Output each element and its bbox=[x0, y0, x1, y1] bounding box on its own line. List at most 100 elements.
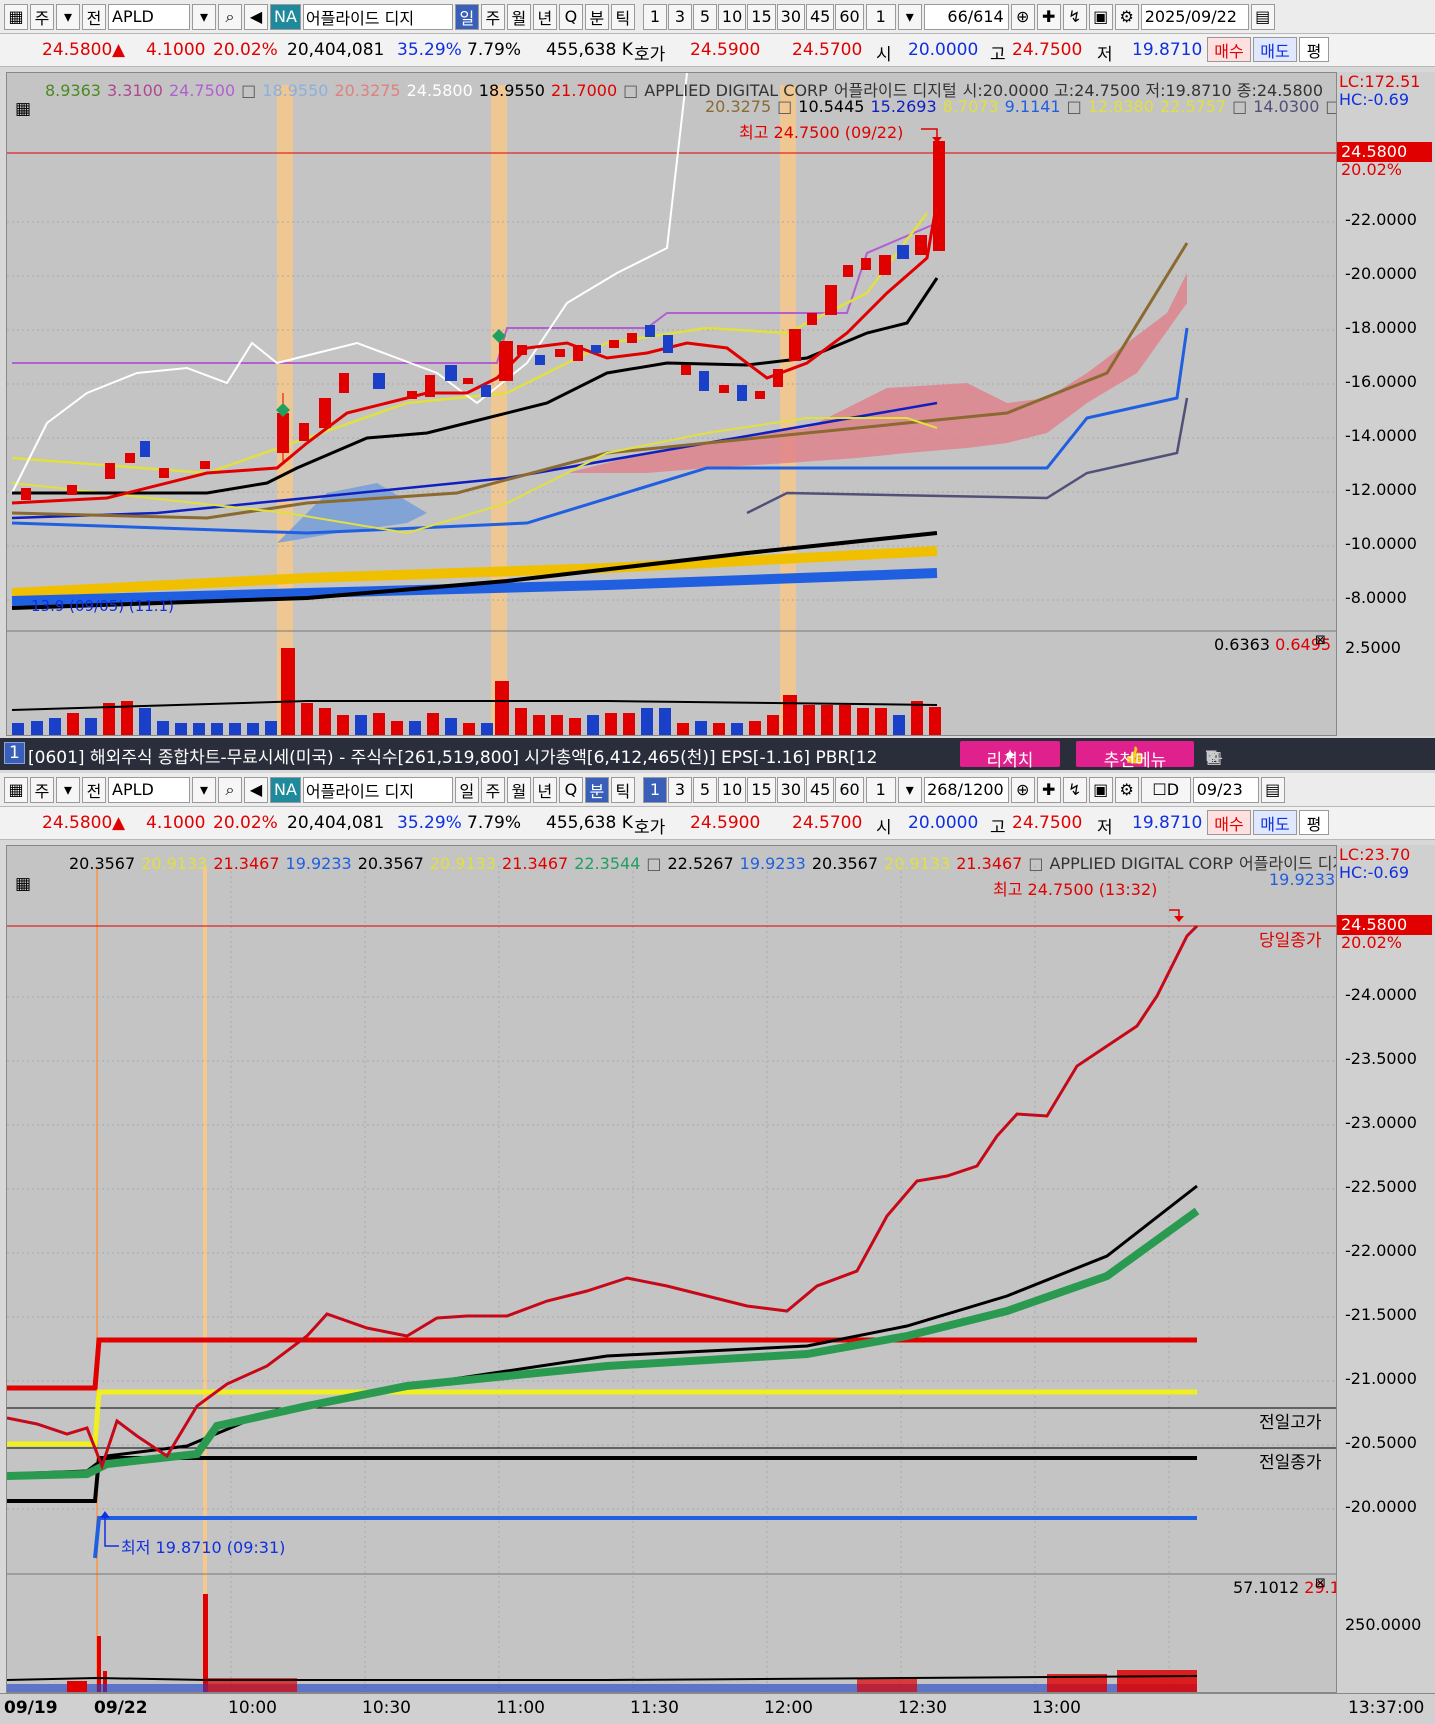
period-tab[interactable]: Q bbox=[558, 776, 583, 803]
legend-value: 22.5267 bbox=[667, 854, 734, 873]
text-icon[interactable]: T bbox=[1206, 748, 1217, 768]
candle-icon[interactable]: ✚ bbox=[1036, 3, 1061, 30]
crosshair-icon[interactable]: ⊕ bbox=[1010, 3, 1035, 30]
intraday-chart[interactable]: 20.3567 20.9133 21.3467 19.9233 20.3567 20.91… bbox=[6, 845, 1370, 1693]
unit-input[interactable]: 1 bbox=[865, 776, 896, 803]
window-icon[interactable]: ⧉ bbox=[1206, 748, 1219, 768]
chevron-down-icon[interactable]: ▾ bbox=[897, 776, 922, 803]
period-tab[interactable]: 주 bbox=[480, 776, 505, 803]
save-icon[interactable]: ▣ bbox=[1088, 776, 1113, 803]
table-icon[interactable]: ▦ bbox=[15, 874, 32, 894]
period-tab[interactable]: 년 bbox=[532, 3, 557, 30]
date-input[interactable]: 2025/09/22 bbox=[1140, 3, 1249, 30]
dropdown-arrow-icon[interactable]: ▾ bbox=[192, 3, 216, 30]
minimize-icon[interactable]: — bbox=[1206, 748, 1223, 768]
low-price: 19.8710 bbox=[1132, 40, 1203, 60]
period-tab[interactable]: 틱 bbox=[610, 3, 635, 30]
interval-button[interactable]: 3 bbox=[667, 3, 692, 30]
recommend-menu-button[interactable]: 👍 추천메뉴 bbox=[1076, 741, 1194, 771]
interval-button[interactable]: 10 bbox=[717, 3, 747, 30]
chart2-high-note: 최고 24.7500 (13:32) bbox=[993, 880, 1158, 899]
date-input[interactable]: 09/23 bbox=[1192, 776, 1259, 803]
prev-button[interactable]: 전 bbox=[82, 3, 106, 30]
search-icon[interactable]: ⌕ bbox=[218, 776, 242, 803]
collapse-icon[interactable]: ⊠ bbox=[1315, 1576, 1326, 1591]
period-tab[interactable]: 주 bbox=[480, 3, 505, 30]
interval-button[interactable]: 15 bbox=[747, 3, 776, 30]
period-tab[interactable]: 일 bbox=[454, 776, 479, 803]
interval-button[interactable]: 45 bbox=[806, 776, 835, 803]
period-tab[interactable]: 월 bbox=[506, 3, 531, 30]
interval-button[interactable]: 60 bbox=[835, 776, 864, 803]
time-tick-label: 10:00 bbox=[228, 1698, 277, 1718]
calendar-icon[interactable]: ▤ bbox=[1250, 3, 1275, 30]
speaker-icon[interactable]: ◀ bbox=[244, 3, 268, 30]
interval-button[interactable]: 45 bbox=[806, 3, 835, 30]
kind-select[interactable]: 주 bbox=[30, 3, 54, 30]
unit-input[interactable]: 1 bbox=[865, 3, 896, 30]
dropdown-arrow-icon[interactable]: ▾ bbox=[192, 776, 216, 803]
settings-icon[interactable]: ⚙ bbox=[1114, 776, 1139, 803]
stock-name-field[interactable]: 어플라이드 디지 bbox=[302, 776, 453, 803]
help-icon[interactable]: ? bbox=[1206, 748, 1216, 768]
count-input[interactable]: 66/614 bbox=[923, 3, 1009, 30]
interval-button[interactable]: 15 bbox=[747, 776, 776, 803]
period-tab[interactable]: Q bbox=[558, 3, 583, 30]
interval-button[interactable]: 1 bbox=[642, 3, 667, 30]
layout-icon[interactable]: ⊡ bbox=[1206, 748, 1221, 768]
period-tab[interactable]: 월 bbox=[506, 776, 531, 803]
draw-icon[interactable]: ↯ bbox=[1062, 3, 1087, 30]
period-tab[interactable]: 년 bbox=[532, 776, 557, 803]
close-icon[interactable]: ✕ bbox=[1206, 748, 1221, 768]
search-icon[interactable]: ⌕ bbox=[218, 3, 242, 30]
maximize-icon[interactable]: □ bbox=[1206, 748, 1223, 768]
stock-name-field[interactable]: 어플라이드 디지 bbox=[302, 3, 453, 30]
eval-button[interactable]: 평 bbox=[1299, 37, 1329, 62]
layout-icon[interactable]: ▦ bbox=[4, 776, 28, 803]
interval-button[interactable]: 30 bbox=[776, 776, 805, 803]
period-tab[interactable]: 분 bbox=[584, 776, 609, 803]
interval-button[interactable]: 1 bbox=[642, 776, 667, 803]
interval-button[interactable]: 3 bbox=[667, 776, 692, 803]
kind-select[interactable]: 주 bbox=[30, 776, 54, 803]
layout-icon[interactable]: ▦ bbox=[4, 3, 28, 30]
table-icon[interactable]: ▦ bbox=[15, 99, 32, 119]
sell-button[interactable]: 매도 bbox=[1253, 37, 1297, 62]
interval-button[interactable]: 5 bbox=[692, 776, 717, 803]
collapse-icon[interactable]: ⊠ bbox=[1315, 633, 1326, 648]
time-tick-label: 11:30 bbox=[630, 1698, 679, 1718]
buy-button[interactable]: 매수 bbox=[1207, 37, 1251, 62]
d-checkbox[interactable]: ☐ D bbox=[1140, 776, 1191, 803]
interval-button[interactable]: 60 bbox=[835, 3, 864, 30]
chevron-down-icon[interactable]: ▾ bbox=[56, 3, 80, 30]
pin-icon[interactable]: ⊥ bbox=[1206, 748, 1221, 768]
legend-value: 20.9133 bbox=[884, 854, 951, 873]
settings-icon[interactable]: ⚙ bbox=[1114, 3, 1139, 30]
daily-chart[interactable]: 8.9363 3.3100 24.7500 □ 18.9550 20.3275 24.580… bbox=[6, 72, 1413, 736]
chevron-down-icon[interactable]: ▾ bbox=[897, 3, 922, 30]
period-tab[interactable]: 분 bbox=[584, 3, 609, 30]
sell-button[interactable]: 매도 bbox=[1253, 810, 1297, 835]
amount: 455,638 K bbox=[546, 813, 633, 833]
prev-button[interactable]: 전 bbox=[82, 776, 106, 803]
buy-button[interactable]: 매수 bbox=[1207, 810, 1251, 835]
calendar-icon[interactable]: ▤ bbox=[1260, 776, 1285, 803]
period-tab[interactable]: 일 bbox=[454, 3, 479, 30]
legend-value: 10.5445 bbox=[798, 97, 865, 116]
research-button[interactable]: ✦ 리서치 bbox=[960, 741, 1060, 771]
period-tab[interactable]: 틱 bbox=[610, 776, 635, 803]
eval-button[interactable]: 평 bbox=[1299, 810, 1329, 835]
crosshair-icon[interactable]: ⊕ bbox=[1010, 776, 1035, 803]
interval-button[interactable]: 10 bbox=[717, 776, 747, 803]
draw-icon[interactable]: ↯ bbox=[1062, 776, 1087, 803]
symbol-input[interactable]: APLD bbox=[108, 3, 190, 30]
symbol-input[interactable]: APLD bbox=[108, 776, 190, 803]
save-icon[interactable]: ▣ bbox=[1088, 3, 1113, 30]
candle-icon[interactable]: ✚ bbox=[1036, 776, 1061, 803]
speaker-icon[interactable]: ◀ bbox=[244, 776, 268, 803]
count-input[interactable]: 268/1200 bbox=[923, 776, 1009, 803]
chevron-down-icon[interactable]: ▾ bbox=[56, 776, 80, 803]
bid-price: 24.5700 bbox=[792, 40, 863, 60]
interval-button[interactable]: 5 bbox=[692, 3, 717, 30]
interval-button[interactable]: 30 bbox=[776, 3, 805, 30]
